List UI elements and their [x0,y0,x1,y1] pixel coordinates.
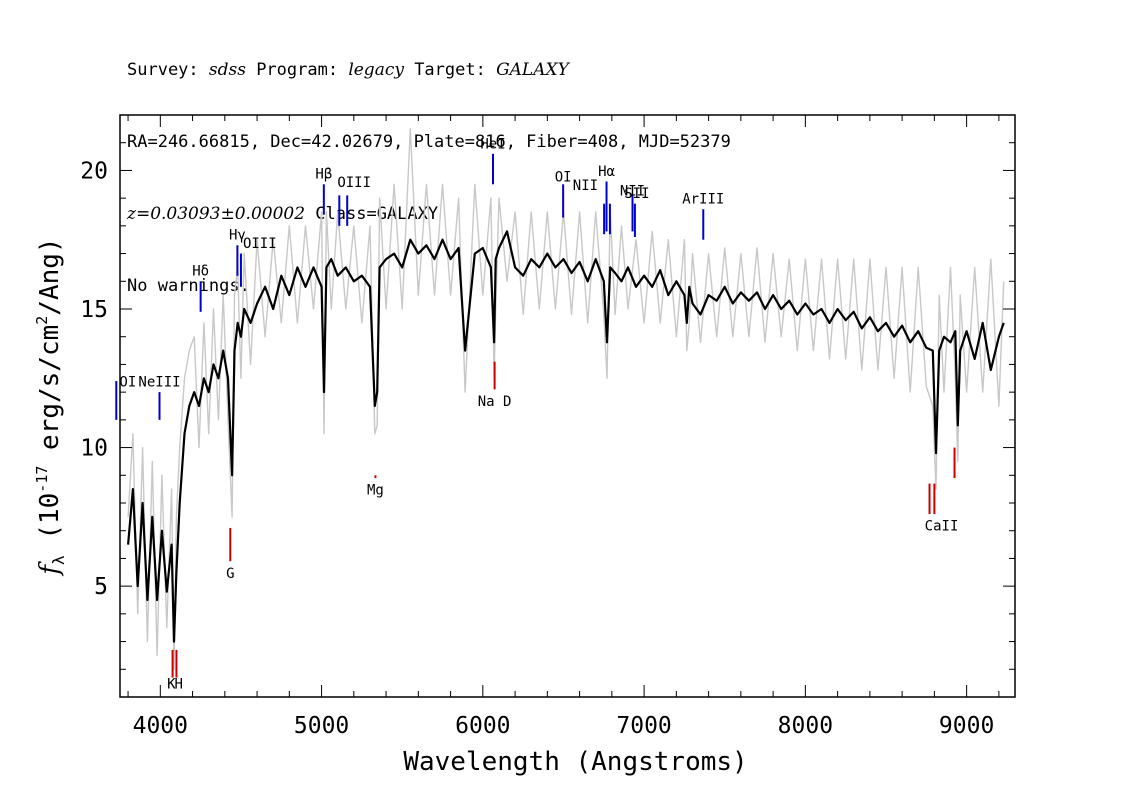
emission-line-label: NII [620,183,645,199]
absorption-line-label: CaII [925,519,959,535]
header-line-redshift: z=0.03093±0.00002 Class=GALAXY [127,202,731,226]
x-axis-label: Wavelength (Angstroms) [403,747,747,777]
y-tick-label: 15 [80,297,108,323]
x-tick-label: 6000 [455,713,510,739]
header-line-survey: Survey: sdss Program: legacy Target: GAL… [127,58,731,82]
emission-line-label: HeI [480,136,505,152]
axes-layer: 4000 5000 6000 7000 8000 9000 5 10 15 20 Wavelengt… [33,114,1016,777]
absorption-line-label: K [167,677,176,693]
error-series-line [127,128,1005,670]
emission-line-label: OIII [337,175,371,191]
x-tick-label: 5000 [294,713,349,739]
emission-line-label: Hδ [192,264,209,280]
header-line-warnings: No warnings. [127,276,250,296]
redshift-value: z=0.03093±0.00002 [127,204,306,224]
flux-series-line [127,230,1005,643]
target-value: GALAXY [496,60,569,80]
absorption-line-label: Mg [367,483,384,499]
absorption-line-label: H [174,677,182,693]
emission-line-label: Hγ [229,228,246,244]
emission-line-label: OIII [243,236,277,252]
survey-label: Survey: [127,60,209,80]
flux-series-layer [127,230,1005,643]
emission-line-label: OI [555,170,572,186]
program-value: legacy [348,60,404,80]
y-tick-label: 10 [80,436,108,462]
absorption-line-label: G [226,566,234,582]
x-tick-label: 9000 [939,713,994,739]
y-axis-label: fλ (10-17 erg/s/cm2/Ang) [33,237,68,576]
emission-line-label: Hα [598,164,615,180]
program-label: Program: [245,60,349,80]
emission-line-label: ArIII [682,192,724,208]
error-series-layer [127,128,1005,670]
class-value: Class=GALAXY [305,204,439,224]
emission-line-label: NeIII [138,375,180,391]
emission-line-label: NII [573,178,598,194]
x-tick-label: 4000 [133,713,188,739]
emission-line-label: SII [624,186,649,202]
absorption-line-label: Na D [478,394,512,410]
plot-frame [119,114,1016,698]
spectrum-header: Survey: sdss Program: legacy Target: GAL… [127,10,731,322]
emission-line-label: OI [119,375,136,391]
x-tick-label: 7000 [616,713,671,739]
y-tick-label: 5 [94,574,108,600]
header-line-coordinates: RA=246.66815, Dec=42.02679, Plate=816, F… [127,132,731,152]
emission-line-label: Hβ [315,167,332,183]
survey-value: sdss [208,60,246,80]
x-tick-label: 8000 [778,713,833,739]
target-label: Target: [403,60,497,80]
y-tick-label: 20 [80,158,108,184]
